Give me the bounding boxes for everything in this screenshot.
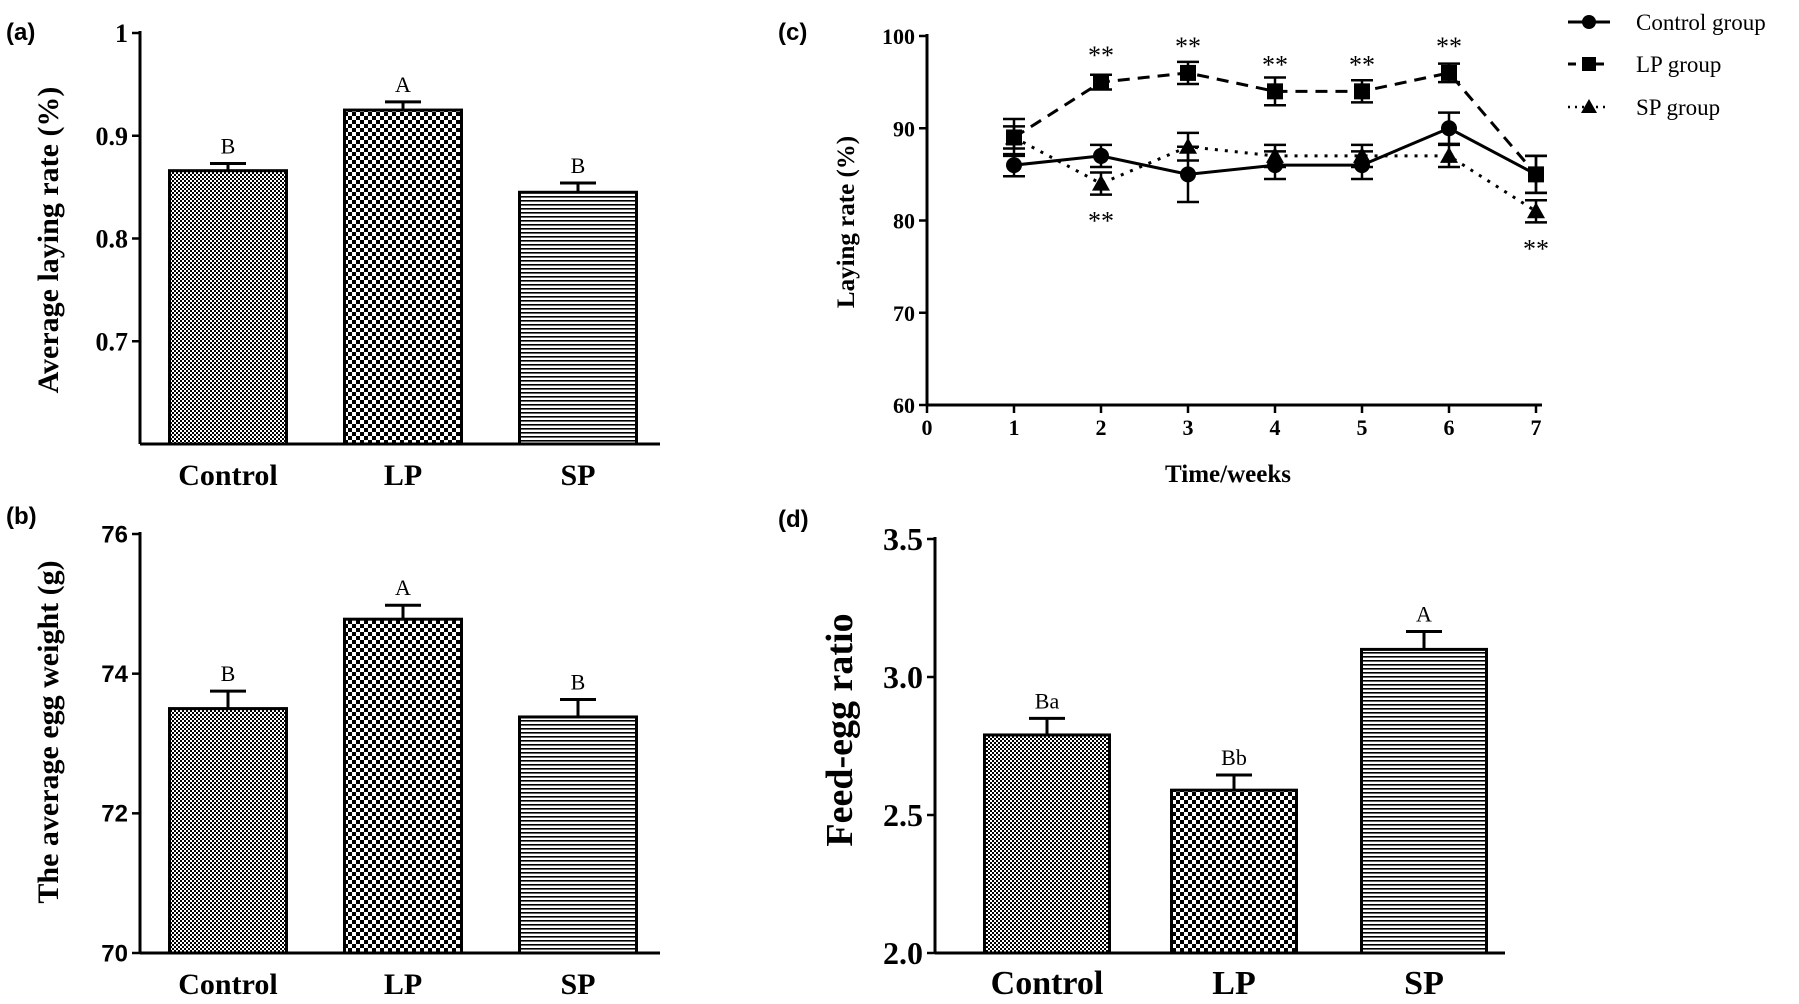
data-point [1528, 166, 1544, 183]
data-point [1180, 166, 1196, 183]
bar [518, 715, 638, 955]
bar-annotation: B [571, 153, 586, 178]
legend-label-control: Control group [1636, 10, 1766, 35]
x-tick-label: Control [991, 965, 1104, 1002]
panel-label-a: (a) [6, 19, 35, 46]
panel-label-d: (d) [778, 506, 809, 533]
panel-b-chart: 70 72 74 76 B Control A LP B SP [101, 521, 660, 1001]
x-tick-label: 6 [1444, 415, 1455, 440]
bar-annotation: B [221, 133, 236, 158]
bar [343, 617, 463, 955]
panel-c-x-axis-title: Time/weeks [1165, 461, 1291, 488]
y-tick-label: 74 [101, 661, 128, 688]
data-point [1093, 74, 1109, 91]
data-point [1441, 64, 1457, 81]
bar [168, 707, 288, 955]
x-tick-label: 3 [1183, 415, 1194, 440]
y-tick-label: 90 [893, 116, 915, 141]
bar [343, 108, 463, 446]
legend-item-lp: LP group [1568, 52, 1721, 77]
y-tick-label: 0.8 [96, 225, 129, 254]
bar [983, 733, 1111, 955]
bar-annotation: B [571, 670, 586, 695]
bar-annotation: A [395, 575, 411, 600]
y-tick-label: 3.5 [883, 521, 923, 557]
panel-label-c: (c) [778, 19, 807, 46]
data-point [1527, 202, 1545, 219]
significance-marker: ** [1523, 234, 1549, 263]
x-tick-label: 0 [922, 415, 933, 440]
x-tick-label: SP [560, 459, 595, 492]
significance-marker: ** [1175, 32, 1201, 61]
x-tick-label: SP [1404, 965, 1444, 1002]
y-tick-label: 80 [893, 209, 915, 234]
data-point [1353, 146, 1371, 163]
legend-label-lp: LP group [1636, 52, 1721, 77]
bar [518, 190, 638, 446]
y-tick-label: 70 [893, 301, 915, 326]
x-tick-label: Control [178, 459, 277, 492]
significance-marker: ** [1262, 50, 1288, 79]
panel-d-y-axis-title: Feed-egg ratio [819, 613, 861, 846]
y-tick-label: 60 [893, 393, 915, 418]
y-tick-label: 100 [882, 24, 915, 49]
x-tick-label: 5 [1357, 415, 1368, 440]
x-tick-label: 4 [1270, 415, 1281, 440]
data-point [1441, 120, 1457, 137]
x-tick-label: 7 [1531, 415, 1542, 440]
legend-item-sp: SP group [1568, 95, 1720, 120]
panel-a-y-axis-title: Average laying rate (%) [32, 87, 65, 394]
y-tick-label: 2.5 [883, 797, 923, 833]
data-point [1266, 146, 1284, 163]
y-tick-label: 0.7 [96, 327, 129, 356]
x-tick-label: LP [384, 459, 422, 492]
x-tick-label: SP [560, 968, 595, 1001]
data-point [1092, 174, 1110, 191]
panel-d-chart: 2.0 2.5 3.0 3.5 Ba Control Bb LP A SP [883, 521, 1505, 1002]
legend-item-control: Control group [1568, 10, 1766, 35]
x-tick-label: 1 [1009, 415, 1020, 440]
bar [1360, 647, 1488, 955]
significance-marker: ** [1349, 50, 1375, 79]
bar-annotation: Ba [1035, 688, 1060, 713]
x-tick-label: LP [1212, 965, 1255, 1002]
x-tick-label: Control [178, 968, 277, 1001]
y-tick-label: 70 [101, 940, 128, 967]
y-tick-label: 0.9 [96, 122, 129, 151]
legend-label-sp: SP group [1636, 95, 1720, 120]
panel-b-y-axis-title: The average egg weight (g) [32, 560, 65, 903]
bar-annotation: B [221, 661, 236, 686]
panel-a-chart: 0.7 0.8 0.9 1 B Control A LP B SP [96, 19, 660, 492]
data-point [1006, 157, 1022, 174]
significance-marker: ** [1088, 207, 1114, 236]
bar-annotation: Bb [1221, 745, 1247, 770]
x-tick-label: 2 [1096, 415, 1107, 440]
panel-c-legend: Control group LP group SP group [1568, 10, 1766, 120]
y-tick-label: 1 [115, 19, 128, 48]
y-tick-label: 76 [101, 521, 128, 548]
panel-c-chart: 60 70 80 90 100 0 1 2 3 4 5 6 7 ** ** ** ** ** ** ** [882, 24, 1549, 440]
panel-c-y-axis-title: Laying rate (%) [833, 136, 860, 308]
panel-label-b: (b) [6, 503, 37, 530]
data-point [1354, 83, 1370, 100]
significance-marker: ** [1436, 32, 1462, 61]
bar-annotation: A [395, 72, 411, 97]
y-tick-label: 3.0 [883, 659, 923, 695]
data-point [1180, 64, 1196, 81]
y-tick-label: 72 [101, 801, 128, 828]
data-point [1440, 146, 1458, 163]
data-point [1093, 147, 1109, 164]
bar [1170, 788, 1298, 955]
x-tick-label: LP [384, 968, 422, 1001]
bar [168, 169, 288, 446]
data-point [1267, 83, 1283, 100]
data-point [1179, 137, 1197, 154]
data-point [1005, 128, 1023, 145]
bar-annotation: A [1416, 601, 1432, 626]
y-tick-label: 2.0 [883, 935, 923, 971]
significance-marker: ** [1088, 41, 1114, 70]
